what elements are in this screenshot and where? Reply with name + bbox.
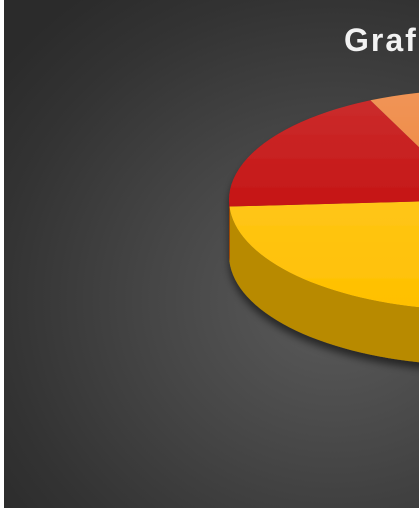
slide: Graf	[4, 0, 419, 508]
chart-title: Graf	[344, 22, 418, 58]
pie-gloss	[229, 92, 419, 308]
pie-chart	[229, 92, 419, 363]
pie-slice-side-4	[229, 206, 419, 363]
